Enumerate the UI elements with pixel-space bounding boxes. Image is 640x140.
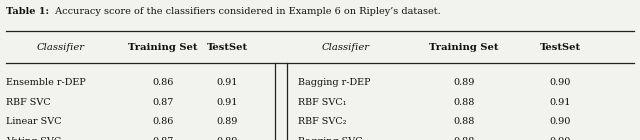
Text: Training Set: Training Set <box>429 43 499 52</box>
Text: Classifier: Classifier <box>322 43 370 52</box>
Text: Table 1:: Table 1: <box>6 7 49 16</box>
Text: 0.89: 0.89 <box>216 117 238 126</box>
Text: Bagging r-DEP: Bagging r-DEP <box>298 78 370 87</box>
Text: Linear SVC: Linear SVC <box>6 117 62 126</box>
Text: 0.88: 0.88 <box>453 117 475 126</box>
Text: 0.86: 0.86 <box>152 117 174 126</box>
Text: 0.87: 0.87 <box>152 137 174 140</box>
Text: RBF SVC: RBF SVC <box>6 98 51 107</box>
Text: 0.91: 0.91 <box>549 98 571 107</box>
Text: 0.88: 0.88 <box>453 98 475 107</box>
Text: 0.91: 0.91 <box>216 78 238 87</box>
Text: Accuracy score of the classifiers considered in Example 6 on Ripley’s dataset.: Accuracy score of the classifiers consid… <box>52 7 441 16</box>
Text: RBF SVC₁: RBF SVC₁ <box>298 98 346 107</box>
Text: 0.89: 0.89 <box>453 78 475 87</box>
Text: 0.88: 0.88 <box>453 137 475 140</box>
Text: 0.86: 0.86 <box>152 78 174 87</box>
Text: 0.90: 0.90 <box>549 117 571 126</box>
Text: TestSet: TestSet <box>207 43 248 52</box>
Text: Ensemble r-DEP: Ensemble r-DEP <box>6 78 86 87</box>
Text: 0.89: 0.89 <box>216 137 238 140</box>
Text: 0.90: 0.90 <box>549 137 571 140</box>
Text: Classifier: Classifier <box>36 43 84 52</box>
Text: 0.87: 0.87 <box>152 98 174 107</box>
Text: 0.90: 0.90 <box>549 78 571 87</box>
Text: Bagging SVC: Bagging SVC <box>298 137 362 140</box>
Text: 0.91: 0.91 <box>216 98 238 107</box>
Text: RBF SVC₂: RBF SVC₂ <box>298 117 346 126</box>
Text: TestSet: TestSet <box>540 43 580 52</box>
Text: Training Set: Training Set <box>129 43 198 52</box>
Text: Voting SVC: Voting SVC <box>6 137 61 140</box>
